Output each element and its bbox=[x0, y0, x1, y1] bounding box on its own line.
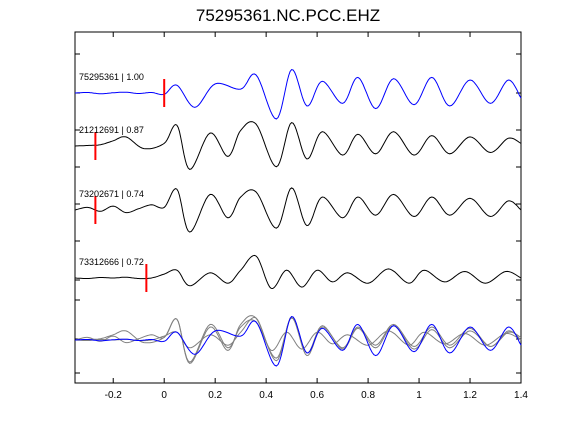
trace-label: 73312666 | 0.72 bbox=[79, 257, 144, 267]
plot-frame bbox=[74, 31, 522, 384]
trace-line bbox=[75, 254, 522, 290]
chart-title: 75295361.NC.PCC.EHZ bbox=[195, 6, 381, 25]
x-tick-label: 0 bbox=[161, 390, 167, 401]
x-tick-label: 0.8 bbox=[361, 390, 375, 401]
trace-group bbox=[74, 69, 522, 292]
overlay-group bbox=[74, 315, 522, 367]
trace-line bbox=[74, 187, 522, 233]
trace-label-group: 75295361 | 1.00 21212691 | 0.87 73202671 |… bbox=[79, 72, 144, 267]
x-tick-label: 1 bbox=[416, 390, 422, 401]
overlay-reference-line bbox=[75, 316, 522, 367]
trace-label: 73202671 | 0.74 bbox=[79, 189, 144, 199]
x-tick-label: 1.2 bbox=[463, 390, 477, 401]
x-tick-label: 0.4 bbox=[259, 390, 273, 401]
x-tick-label: 0.2 bbox=[208, 390, 222, 401]
axis-ticks: -0.2 0 0.2 0.4 0.6 0.8 1 1.2 1.4 bbox=[75, 32, 528, 401]
x-tick-label: 0.6 bbox=[310, 390, 324, 401]
trace-line bbox=[75, 121, 522, 170]
trace-label: 21212691 | 0.87 bbox=[79, 125, 144, 135]
trace-line bbox=[75, 69, 522, 120]
x-tick-label: -0.2 bbox=[105, 390, 123, 401]
trace-label: 75295361 | 1.00 bbox=[79, 72, 144, 82]
x-tick-label: 1.4 bbox=[514, 390, 528, 401]
